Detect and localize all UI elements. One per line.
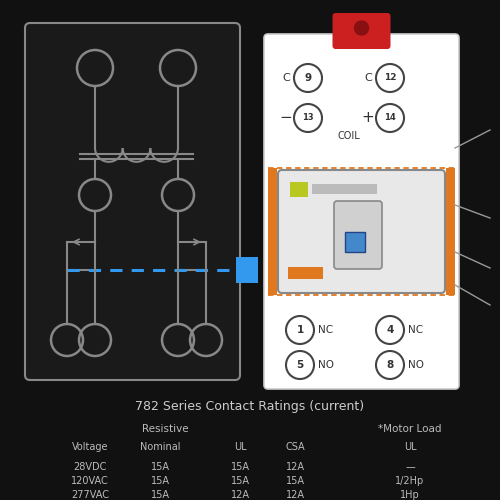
Text: Voltage: Voltage [72,442,108,452]
Text: 15A: 15A [150,490,170,500]
Text: NC: NC [318,325,333,335]
Text: 13: 13 [302,114,314,122]
Text: 12: 12 [384,74,396,82]
Text: NC: NC [408,325,423,335]
Text: 1Hp: 1Hp [400,490,420,500]
Text: COIL: COIL [338,131,360,141]
Bar [312,184,377,194]
FancyBboxPatch shape [264,34,459,389]
Text: 12A: 12A [286,490,304,500]
Text: UL: UL [404,442,416,452]
Text: 12A: 12A [230,490,250,500]
FancyBboxPatch shape [25,23,240,380]
Circle shape [354,21,368,35]
Text: 15A: 15A [150,476,170,486]
Text: 5: 5 [296,360,304,370]
Text: 9: 9 [304,73,312,83]
FancyBboxPatch shape [278,170,445,293]
Text: 1: 1 [296,325,304,335]
Text: 12A: 12A [286,462,304,472]
Text: NO: NO [408,360,424,370]
Text: 28VDC: 28VDC [74,462,106,472]
Text: 4: 4 [386,325,394,335]
Text: CSA: CSA [285,442,305,452]
Bar [345,232,365,252]
Bar [288,267,323,279]
Bar [290,182,308,197]
Text: 15A: 15A [150,462,170,472]
Text: 277VAC: 277VAC [71,490,109,500]
FancyBboxPatch shape [334,201,382,269]
Bar [268,168,277,295]
Text: 782 Series Contact Ratings (current): 782 Series Contact Ratings (current) [136,400,364,413]
Text: 14: 14 [384,114,396,122]
Text: 15A: 15A [230,462,250,472]
Text: 15A: 15A [230,476,250,486]
Text: Resistive: Resistive [142,424,188,434]
Text: Nominal: Nominal [140,442,180,452]
Text: −: − [280,110,292,126]
Text: 1/2Hp: 1/2Hp [396,476,424,486]
Text: 8: 8 [386,360,394,370]
FancyBboxPatch shape [332,13,390,49]
Text: UL: UL [234,442,246,452]
Text: +: + [362,110,374,126]
Text: *Motor Load: *Motor Load [378,424,442,434]
Text: 15A: 15A [286,476,304,486]
Text: C: C [364,73,372,83]
Bar [236,257,258,283]
Text: NO: NO [318,360,334,370]
Text: 120VAC: 120VAC [71,476,109,486]
Bar [446,168,455,295]
Text: C: C [282,73,290,83]
Text: —: — [405,462,415,472]
